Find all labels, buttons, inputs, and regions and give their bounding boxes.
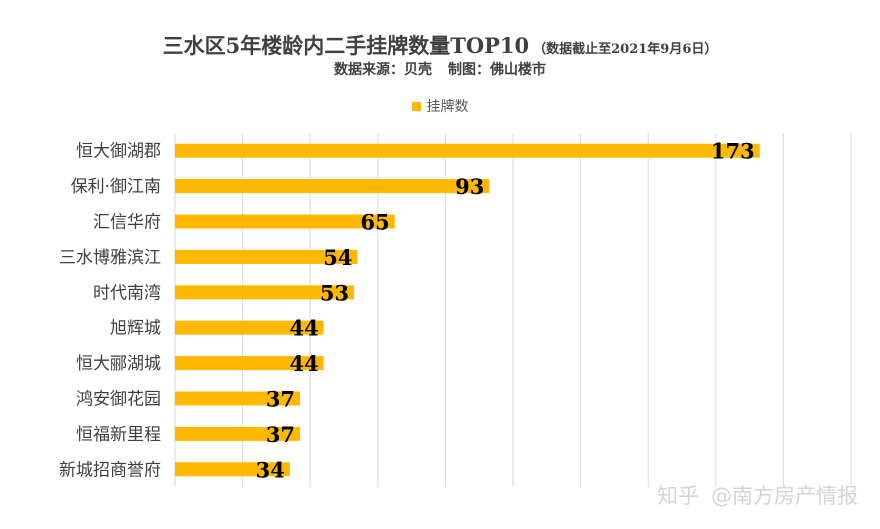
bar-6 (175, 356, 324, 371)
data-label-2: 65 (360, 210, 389, 235)
chart-legend: 挂牌数 (0, 96, 880, 116)
data-label-0: 173 (711, 139, 755, 164)
category-label-6: 恒大郦湖城 (76, 354, 161, 374)
chart-title-text: 三水区5年楼龄内二手挂牌数量TOP10 (162, 33, 530, 58)
data-source-text: 数据来源：贝壳 (334, 62, 432, 78)
chart-credit-text: 制图：佛山楼市 (448, 62, 546, 78)
data-label-1: 93 (455, 174, 484, 199)
category-label-4: 时代南湾 (93, 283, 161, 303)
category-label-2: 汇信华府 (93, 213, 161, 233)
data-label-7: 37 (266, 387, 295, 412)
data-label-8: 37 (266, 422, 295, 447)
bar-0 (175, 143, 760, 158)
category-label-1: 保利·御江南 (71, 177, 161, 197)
chart-title-note: （数据截止至2021年9月6日） (533, 42, 718, 57)
bar-3 (175, 249, 358, 264)
category-label-8: 恒福新里程 (76, 425, 161, 445)
legend-swatch (411, 101, 421, 111)
legend-label: 挂牌数 (426, 99, 469, 115)
data-label-4: 53 (320, 280, 349, 305)
category-label-3: 三水博雅滨江 (59, 248, 161, 268)
watermark-site: 知乎 (657, 484, 699, 508)
bar-2 (175, 214, 395, 229)
category-label-7: 鸿安御花园 (76, 390, 161, 410)
category-label-5: 旭辉城 (110, 319, 161, 339)
category-label-9: 新城招商誉府 (59, 460, 161, 480)
data-label-3: 54 (323, 245, 352, 270)
bar-4 (175, 285, 355, 300)
chart-title: 三水区5年楼龄内二手挂牌数量TOP10 （数据截止至2021年9月6日） (0, 30, 880, 60)
bar-1 (175, 179, 490, 194)
watermark: 知乎 @南方房产情报 (657, 480, 858, 510)
bar-5 (175, 320, 324, 335)
bar-8 (175, 426, 301, 441)
bar-7 (175, 391, 301, 406)
bar-9 (175, 462, 290, 477)
chart-subtitle: 数据来源：贝壳 制图：佛山楼市 (0, 59, 880, 79)
data-label-6: 44 (289, 351, 318, 376)
data-label-5: 44 (289, 316, 318, 341)
category-label-0: 恒大御湖郡 (76, 142, 161, 162)
watermark-author: @南方房产情报 (711, 484, 858, 508)
data-label-9: 34 (256, 457, 285, 482)
